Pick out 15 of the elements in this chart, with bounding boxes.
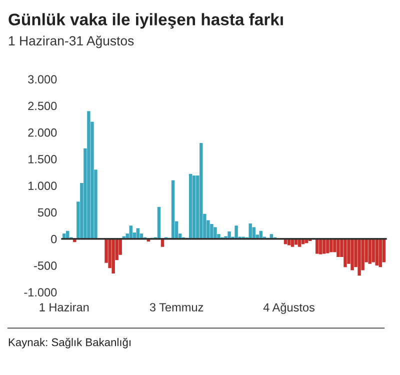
text: Kaynak: Sağlık Bakanlığı — [8, 338, 130, 348]
chart-title: Günlük vaka ile iyileşen hasta farkı — [8, 13, 283, 29]
y-tick-label: -500 — [34, 262, 57, 270]
y-tick-label: 500 — [38, 208, 57, 217]
chart-subtitle: 1 Haziran-31 Ağustos — [9, 36, 134, 48]
y-tick-label: 2.000 — [28, 128, 57, 137]
x-tick-label: 1 Haziran — [40, 302, 89, 312]
y-tick-label: 3.000 — [28, 75, 57, 84]
x-tick-label: 3 Temmuz — [150, 303, 204, 312]
x-tick-label: 4 Ağustos — [263, 302, 315, 314]
y-tick-label: 1.500 — [28, 155, 57, 164]
y-tick-label: 2.500 — [28, 102, 57, 110]
y-tick-label: 0 — [51, 234, 57, 244]
y-tick-label: 1.000 — [28, 182, 57, 190]
y-tick-label: -1.000 — [24, 288, 57, 297]
